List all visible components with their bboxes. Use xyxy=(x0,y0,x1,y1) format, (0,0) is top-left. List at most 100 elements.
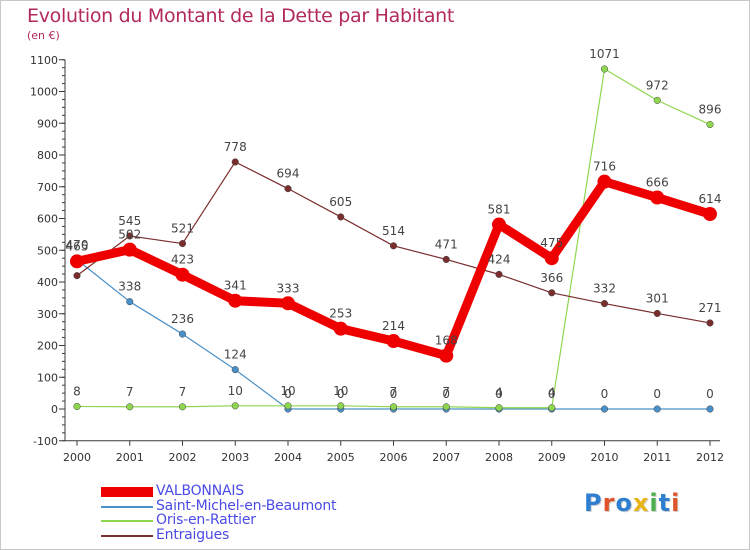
data-point-valbonnais xyxy=(650,190,665,205)
data-point-entraigues xyxy=(231,158,239,166)
data-label-valbonnais: 423 xyxy=(171,253,194,267)
data-label-oris-en-rattier: 4 xyxy=(548,386,556,400)
data-point-entraigues xyxy=(337,213,345,221)
data-point-valbonnais xyxy=(544,251,559,266)
data-point-oris-en-rattier xyxy=(706,120,714,129)
proxiti-logo: Proxiti xyxy=(584,489,680,517)
legend-swatch xyxy=(101,520,153,523)
data-label-entraigues: 366 xyxy=(540,271,563,285)
data-point-entraigues xyxy=(284,185,292,193)
data-point-valbonnais xyxy=(386,334,401,349)
x-tick-label: 2010 xyxy=(591,451,619,464)
y-tick-label: 400 xyxy=(37,276,58,289)
y-tick-label: 500 xyxy=(37,244,58,257)
data-label-saint-michel-en-beaumont: 0 xyxy=(390,387,398,401)
data-point-entraigues xyxy=(600,300,609,308)
legend-label: Entraigues xyxy=(156,526,230,543)
legend-swatch xyxy=(101,505,153,508)
data-label-oris-en-rattier: 1071 xyxy=(589,47,620,61)
logo-letter: i xyxy=(649,489,659,517)
data-point-oris-en-rattier xyxy=(495,404,503,412)
data-label-oris-en-rattier: 972 xyxy=(646,78,669,92)
data-label-entraigues: 332 xyxy=(593,282,616,296)
axes-layer: 110010009008007006005004003002001000-100… xyxy=(30,54,724,464)
logo-letter: r xyxy=(602,489,616,517)
data-label-entraigues: 545 xyxy=(118,214,141,228)
y-tick-label: 200 xyxy=(37,340,58,353)
data-point-oris-en-rattier xyxy=(231,402,239,410)
data-label-saint-michel-en-beaumont: 0 xyxy=(706,387,714,401)
legend-label: Saint-Michel-en-Beaumont xyxy=(156,497,337,514)
y-tick-label: -100 xyxy=(33,435,58,448)
data-label-saint-michel-en-beaumont: 0 xyxy=(284,387,292,401)
x-tick-label: 2006 xyxy=(380,451,408,464)
y-tick-label: 1100 xyxy=(30,54,58,67)
data-point-saint-michel-en-beaumont xyxy=(126,298,134,306)
data-label-entraigues: 694 xyxy=(277,167,300,181)
data-label-valbonnais: 253 xyxy=(329,307,352,321)
y-tick-label: 600 xyxy=(37,213,58,226)
data-point-oris-en-rattier xyxy=(653,96,661,104)
data-point-entraigues xyxy=(706,319,714,327)
data-point-oris-en-rattier xyxy=(442,403,450,411)
data-label-entraigues: 514 xyxy=(382,224,405,238)
data-label-oris-en-rattier: 10 xyxy=(280,384,295,398)
data-point-oris-en-rattier xyxy=(337,402,345,410)
legend-label: VALBONNAIS xyxy=(156,483,244,499)
x-tick-label: 2005 xyxy=(327,451,355,464)
data-label-valbonnais: 475 xyxy=(540,236,563,250)
data-point-oris-en-rattier xyxy=(126,403,134,411)
data-label-entraigues: 424 xyxy=(488,252,511,266)
data-point-entraigues xyxy=(389,242,398,250)
data-point-oris-en-rattier xyxy=(73,402,81,411)
data-point-entraigues xyxy=(495,270,503,278)
data-label-valbonnais: 168 xyxy=(435,334,458,348)
data-label-saint-michel-en-beaumont: 338 xyxy=(118,280,141,294)
data-label-valbonnais: 614 xyxy=(699,192,722,206)
data-label-valbonnais: 341 xyxy=(224,279,247,293)
y-tick-label: 100 xyxy=(37,371,58,384)
y-tick-label: 900 xyxy=(37,117,58,130)
data-label-saint-michel-en-beaumont: 0 xyxy=(442,387,450,401)
data-point-entraigues xyxy=(73,272,81,280)
series-layer xyxy=(70,65,717,413)
data-point-valbonnais xyxy=(703,207,717,222)
x-tick-label: 2008 xyxy=(485,451,513,464)
x-tick-label: 2007 xyxy=(432,451,460,464)
data-label-oris-en-rattier: 7 xyxy=(126,385,134,399)
data-label-oris-en-rattier: 7 xyxy=(179,385,187,399)
chart-title: Evolution du Montant de la Dette par Hab… xyxy=(27,5,455,27)
data-point-entraigues xyxy=(442,255,450,264)
data-point-saint-michel-en-beaumont xyxy=(600,405,609,413)
data-label-valbonnais: 465 xyxy=(66,239,89,253)
data-point-saint-michel-en-beaumont xyxy=(706,405,714,413)
data-point-valbonnais xyxy=(439,348,454,363)
data-point-valbonnais xyxy=(70,254,84,269)
data-point-valbonnais xyxy=(281,296,295,311)
data-label-entraigues: 605 xyxy=(329,195,352,209)
data-label-valbonnais: 214 xyxy=(382,319,405,333)
x-tick-label: 2004 xyxy=(274,451,302,464)
legend-label: Oris-en-Rattier xyxy=(156,512,256,528)
data-point-valbonnais xyxy=(597,174,612,189)
data-point-entraigues xyxy=(126,232,134,240)
data-label-entraigues: 271 xyxy=(699,301,722,315)
data-point-oris-en-rattier xyxy=(548,404,556,412)
legend-swatch xyxy=(101,534,153,537)
data-label-saint-michel-en-beaumont: 0 xyxy=(548,387,556,401)
data-label-saint-michel-en-beaumont: 124 xyxy=(224,348,247,362)
data-label-valbonnais: 666 xyxy=(646,176,669,190)
data-point-saint-michel-en-beaumont xyxy=(231,366,239,374)
data-label-valbonnais: 502 xyxy=(118,228,141,242)
data-point-entraigues xyxy=(548,289,556,297)
data-point-valbonnais xyxy=(492,217,506,232)
data-label-saint-michel-en-beaumont: 0 xyxy=(601,387,609,401)
data-label-entraigues: 471 xyxy=(435,237,458,251)
data-point-entraigues xyxy=(653,309,661,317)
data-label-saint-michel-en-beaumont: 236 xyxy=(171,312,194,326)
data-label-saint-michel-en-beaumont: 470 xyxy=(66,238,89,252)
legend-swatch xyxy=(101,487,153,498)
x-tick-label: 2009 xyxy=(538,451,566,464)
y-tick-label: 700 xyxy=(37,181,58,194)
data-label-entraigues: 301 xyxy=(646,291,669,305)
